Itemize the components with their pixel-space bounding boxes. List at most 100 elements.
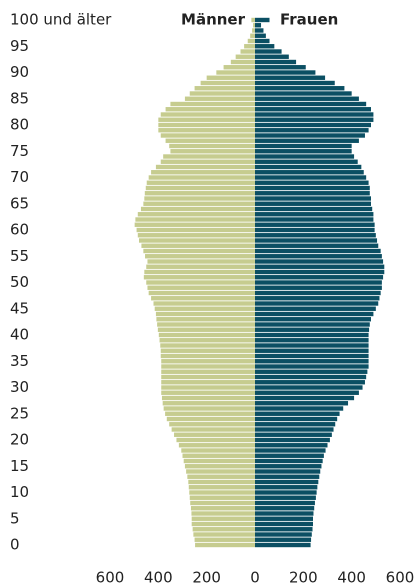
bar-women xyxy=(255,332,369,338)
bar-women xyxy=(255,59,297,65)
bar-men xyxy=(250,33,255,38)
bar-women xyxy=(255,327,370,332)
bar-men xyxy=(200,80,255,86)
bar-men xyxy=(230,59,255,65)
bar-women xyxy=(255,353,369,359)
bar-women xyxy=(255,453,324,458)
bar-men xyxy=(181,448,255,453)
bar-women xyxy=(255,311,374,317)
bar-men xyxy=(155,164,255,170)
bar-men xyxy=(159,338,255,343)
bar-men xyxy=(134,222,255,227)
bar-men xyxy=(153,301,255,306)
bar-women xyxy=(255,275,384,280)
bar-men xyxy=(161,385,255,390)
bar-men xyxy=(158,117,255,122)
bar-women xyxy=(255,138,359,143)
y-tick-label: 75 xyxy=(10,142,29,160)
bar-women xyxy=(255,80,335,86)
y-tick-label: 20 xyxy=(10,431,29,449)
bar-men xyxy=(146,280,255,285)
bar-women xyxy=(255,343,369,348)
bar-women xyxy=(255,86,345,91)
bar-women xyxy=(255,458,323,464)
bar-men xyxy=(148,290,255,296)
bar-men xyxy=(136,227,255,233)
bar-men xyxy=(194,86,255,91)
bar-women xyxy=(255,495,316,500)
bar-men xyxy=(155,311,255,317)
y-tick-label: 55 xyxy=(10,247,29,265)
bar-women xyxy=(255,427,334,432)
bar-women xyxy=(255,469,321,474)
bar-women xyxy=(255,432,332,437)
bar-men xyxy=(144,196,255,201)
bar-men xyxy=(183,458,255,464)
x-tick-label: 600 xyxy=(386,569,415,584)
bar-women xyxy=(255,212,374,217)
bar-women xyxy=(255,185,370,191)
bar-men xyxy=(189,91,255,96)
bar-men xyxy=(151,296,255,301)
bar-men xyxy=(161,395,255,401)
bar-women xyxy=(255,191,370,196)
bar-men xyxy=(154,306,255,311)
bar-men xyxy=(151,170,255,175)
bar-women xyxy=(255,359,369,364)
bar-men xyxy=(141,243,255,248)
bar-men xyxy=(189,490,255,495)
bar-men xyxy=(192,527,255,532)
bar-men xyxy=(147,285,255,290)
bar-women xyxy=(255,411,340,416)
bar-men xyxy=(143,275,255,280)
y-tick-label: 15 xyxy=(10,457,29,475)
bar-women xyxy=(255,290,381,296)
bar-women xyxy=(255,380,365,385)
y-tick-label: 25 xyxy=(10,404,29,422)
y-tick-label: 5 xyxy=(10,509,20,527)
bar-women xyxy=(255,17,270,23)
bar-men xyxy=(186,469,255,474)
bar-women xyxy=(255,422,336,427)
bar-women xyxy=(255,285,382,290)
bar-women xyxy=(255,101,367,107)
bar-men xyxy=(206,75,255,80)
bar-men xyxy=(158,332,255,338)
y-tick-label: 80 xyxy=(10,116,29,134)
bar-men xyxy=(143,248,255,254)
x-tick-label: 200 xyxy=(289,569,318,584)
bar-women xyxy=(255,322,370,327)
bar-women xyxy=(255,395,355,401)
bar-women xyxy=(255,296,380,301)
bar-women xyxy=(255,91,352,96)
bar-men xyxy=(156,317,255,322)
bar-women xyxy=(255,201,371,206)
bar-men xyxy=(147,259,255,264)
bar-women xyxy=(255,490,317,495)
bar-women xyxy=(255,516,313,521)
bar-women xyxy=(255,75,326,80)
bar-men xyxy=(187,474,255,479)
bar-women xyxy=(255,542,311,548)
bar-men xyxy=(146,180,255,185)
bar-men xyxy=(171,427,255,432)
bar-women xyxy=(255,254,382,259)
bar-men xyxy=(252,28,255,33)
bar-women xyxy=(255,301,379,306)
bar-men xyxy=(140,206,255,212)
bar-women xyxy=(255,175,367,180)
bar-women xyxy=(255,479,319,485)
bar-men xyxy=(195,542,255,548)
bar-men xyxy=(163,154,255,159)
bar-women xyxy=(255,170,364,175)
bar-women xyxy=(255,222,375,227)
bar-men xyxy=(169,143,255,149)
bar-women xyxy=(255,248,381,254)
bar-men xyxy=(184,96,255,101)
bar-men xyxy=(144,269,255,275)
bar-women xyxy=(255,96,359,101)
bar-women xyxy=(255,264,385,269)
bar-women xyxy=(255,448,326,453)
bar-women xyxy=(255,33,266,38)
